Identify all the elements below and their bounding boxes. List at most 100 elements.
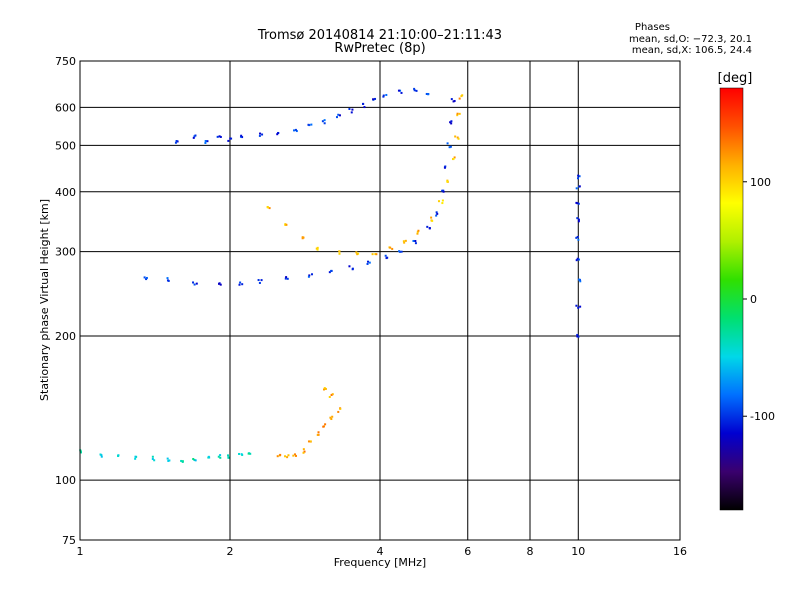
- data-point: [448, 146, 451, 149]
- data-point: [414, 242, 417, 245]
- data-point: [453, 99, 456, 102]
- data-point: [258, 134, 261, 137]
- data-point: [308, 124, 311, 127]
- data-point: [307, 440, 310, 443]
- data-point: [324, 423, 327, 426]
- x-axis-ticks: 1 2 4 6 8 10 16: [77, 545, 688, 558]
- data-point: [428, 227, 431, 230]
- data-point: [266, 206, 269, 209]
- data-point: [302, 451, 305, 454]
- data-point: [294, 454, 297, 457]
- data-point: [167, 459, 170, 462]
- data-point: [437, 200, 440, 203]
- data-point: [450, 122, 453, 125]
- data-point: [441, 202, 444, 205]
- data-point: [204, 140, 207, 143]
- data-point: [577, 238, 580, 241]
- data-point: [193, 458, 196, 461]
- data-point: [372, 98, 375, 101]
- data-point: [404, 239, 407, 242]
- data-point: [576, 333, 579, 336]
- data-point: [577, 174, 580, 177]
- data-point: [145, 276, 148, 279]
- phases-x-stats: mean, sd,X: 106.5, 24.4: [631, 45, 752, 56]
- data-point: [309, 440, 312, 443]
- data-point: [311, 273, 314, 276]
- data-point: [181, 460, 184, 463]
- data-point: [444, 165, 447, 168]
- data-point: [227, 456, 230, 459]
- data-point: [247, 452, 250, 455]
- data-point: [175, 140, 178, 143]
- data-point: [338, 252, 341, 255]
- data-point: [446, 142, 449, 145]
- data-point: [339, 407, 342, 410]
- data-point: [151, 457, 154, 460]
- x-tick-label: 10: [571, 545, 585, 558]
- data-point: [330, 269, 333, 272]
- data-point: [442, 190, 445, 193]
- data-point: [317, 431, 320, 434]
- y-axis-ticks: 75 100 200 300 400 500 600 750: [55, 55, 76, 547]
- data-point: [337, 410, 340, 413]
- data-point: [576, 335, 579, 338]
- x-tick-label: 6: [464, 545, 471, 558]
- data-point: [446, 180, 449, 183]
- data-point: [194, 134, 197, 137]
- data-point: [453, 156, 456, 159]
- data-point: [216, 135, 219, 138]
- data-point: [577, 278, 580, 281]
- chart-subtitle: RwPretec (8p): [334, 41, 426, 56]
- data-point: [400, 91, 403, 94]
- data-point: [238, 452, 241, 455]
- data-point: [412, 239, 415, 242]
- data-point: [366, 262, 369, 265]
- data-point: [442, 189, 445, 192]
- data-point: [578, 175, 581, 178]
- data-point: [258, 281, 261, 284]
- colorbar: [719, 87, 744, 511]
- data-point: [153, 459, 156, 462]
- data-point: [284, 277, 287, 280]
- data-point: [416, 232, 419, 235]
- data-point: [192, 281, 195, 284]
- data-point: [322, 388, 325, 391]
- data-point: [321, 120, 324, 123]
- data-point: [374, 253, 377, 256]
- data-point: [351, 267, 354, 270]
- data-point: [99, 453, 102, 456]
- data-point: [230, 137, 233, 140]
- data-point: [391, 247, 394, 250]
- data-point: [384, 254, 387, 257]
- data-point: [276, 133, 279, 136]
- data-point: [218, 135, 221, 138]
- data-point: [575, 304, 578, 307]
- data-point: [449, 145, 452, 148]
- data-point: [576, 177, 579, 180]
- data-point: [217, 455, 220, 458]
- data-point: [416, 230, 419, 233]
- y-axis-label: Stationary phase Virtual Height [km]: [38, 199, 51, 401]
- grid-lines: [80, 61, 680, 540]
- data-point: [261, 133, 264, 136]
- data-point: [436, 212, 439, 215]
- data-point: [441, 189, 444, 192]
- data-point: [351, 108, 354, 111]
- x-tick-label: 1: [77, 545, 84, 558]
- data-point: [219, 135, 222, 138]
- data-point: [577, 306, 580, 309]
- data-point: [310, 123, 313, 126]
- data-point: [576, 202, 579, 205]
- data-point: [399, 89, 402, 92]
- data-point: [285, 276, 288, 279]
- data-point: [166, 277, 169, 280]
- data-point: [227, 454, 230, 457]
- y-tick-label: 75: [62, 534, 76, 547]
- data-point: [338, 250, 341, 253]
- data-point: [578, 258, 581, 261]
- colorbar-tick-label: -100: [750, 410, 775, 423]
- data-point: [100, 455, 103, 458]
- data-point: [260, 279, 263, 282]
- data-point: [286, 277, 289, 280]
- data-point: [268, 207, 271, 210]
